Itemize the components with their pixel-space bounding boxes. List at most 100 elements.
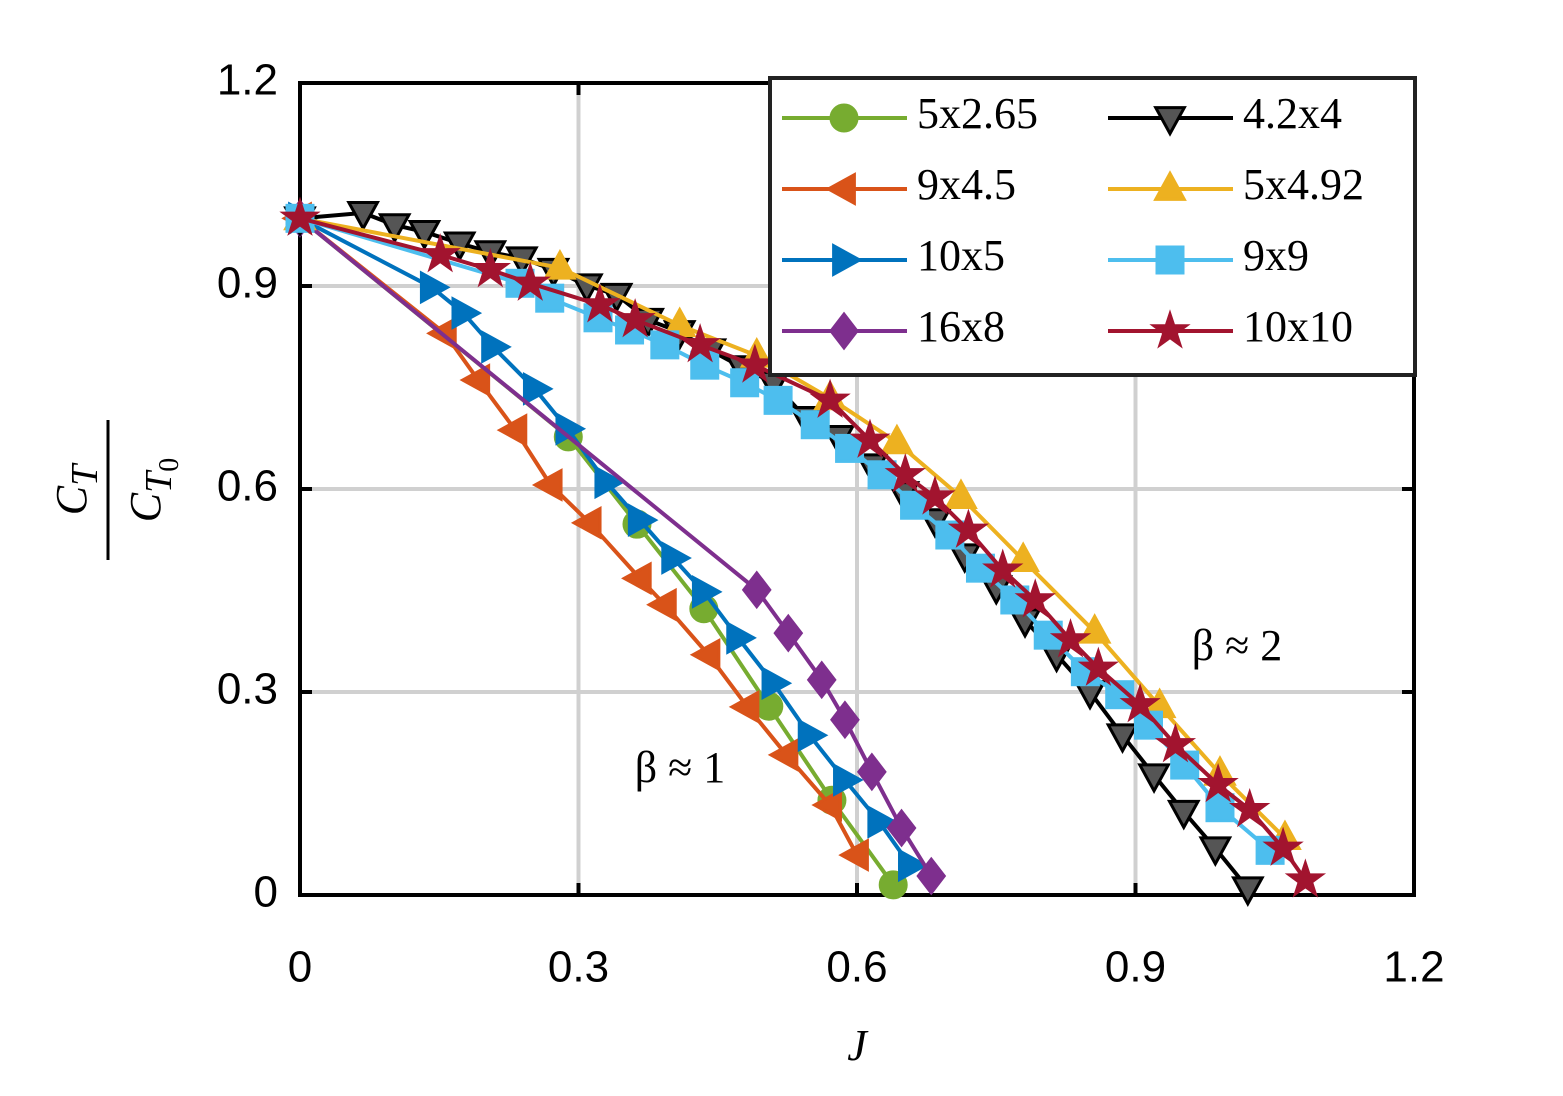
marker [679, 323, 721, 363]
marker [916, 856, 947, 896]
legend-label: 5x4.92 [1243, 160, 1364, 209]
marker [661, 541, 692, 575]
marker [1155, 245, 1185, 275]
y-label-part: CT0 [121, 458, 185, 523]
marker [880, 423, 914, 455]
marker [459, 363, 491, 397]
annotation: β ≈ 1 [635, 743, 726, 792]
y-label-piece: T [138, 469, 180, 493]
marker [570, 505, 602, 540]
marker [898, 848, 929, 883]
marker [856, 752, 887, 792]
marker [1197, 762, 1239, 803]
legend-box [768, 76, 1417, 377]
marker [594, 465, 626, 500]
marker [944, 478, 978, 510]
legend-label: 5x2.65 [917, 89, 1038, 138]
legend-label: 9x4.5 [917, 160, 1016, 209]
series-line [299, 216, 912, 867]
marker [734, 343, 776, 383]
marker [728, 690, 760, 724]
y-label-piece: C [47, 485, 96, 515]
marker [947, 508, 990, 548]
marker [689, 637, 721, 672]
x-axis-label: J [847, 1021, 869, 1070]
y-label-part: CT [47, 462, 106, 515]
marker [469, 248, 511, 288]
marker [982, 548, 1024, 588]
marker [419, 270, 451, 305]
marker [1049, 618, 1092, 658]
marker [829, 103, 859, 133]
marker [1149, 309, 1191, 349]
marker [886, 808, 917, 848]
marker [1119, 683, 1161, 723]
annotation: β ≈ 2 [1192, 621, 1283, 670]
x-tick-label: 0.3 [548, 943, 609, 992]
marker [867, 460, 897, 490]
y-tick-label: 1.2 [217, 56, 278, 105]
marker [522, 372, 554, 406]
x-tick-label: 0.6 [826, 943, 887, 992]
marker [691, 575, 723, 609]
x-tick-label: 0 [288, 943, 312, 992]
marker [407, 219, 442, 251]
marker [451, 296, 483, 330]
y-label-piece: C [121, 492, 170, 522]
marker [754, 691, 784, 721]
marker [627, 503, 659, 537]
marker [1230, 876, 1265, 907]
legend-label: 4.2x4 [1243, 89, 1342, 138]
marker [833, 763, 864, 797]
legend-label: 10x10 [1243, 302, 1353, 351]
marker [884, 453, 926, 493]
legend-label: 9x9 [1243, 231, 1309, 280]
marker [829, 311, 859, 351]
marker [767, 738, 799, 772]
marker [1137, 763, 1171, 794]
legend-label: 16x8 [917, 302, 1005, 351]
marker [761, 666, 793, 701]
marker [825, 172, 856, 206]
marker [741, 570, 772, 610]
marker [838, 838, 869, 872]
marker [849, 418, 891, 458]
marker [531, 468, 563, 502]
x-tick-label: 0.9 [1105, 943, 1166, 992]
marker [1229, 788, 1271, 828]
marker [914, 475, 956, 515]
marker [543, 249, 577, 280]
marker [726, 621, 757, 655]
y-tick-label: 0 [254, 868, 278, 917]
marker [1166, 799, 1201, 831]
y-tick-label: 0.9 [217, 259, 278, 308]
marker [809, 378, 851, 418]
marker [377, 213, 412, 244]
marker [614, 298, 656, 338]
marker [811, 788, 842, 822]
legend-label: 10x5 [917, 231, 1005, 280]
marker [481, 330, 512, 364]
marker [1105, 723, 1140, 755]
y-label-piece: 0 [154, 458, 185, 472]
marker [867, 805, 898, 839]
marker [1153, 170, 1187, 201]
marker [1077, 646, 1120, 686]
marker [1153, 106, 1187, 137]
marker [830, 700, 860, 740]
marker [496, 413, 528, 447]
marker [419, 233, 461, 273]
y-tick-label: 0.6 [217, 462, 278, 511]
marker [570, 273, 604, 305]
marker [797, 718, 829, 753]
marker [1154, 723, 1197, 763]
marker [832, 243, 863, 277]
marker [1198, 836, 1233, 868]
y-tick-label: 0.3 [217, 665, 278, 714]
marker [279, 196, 321, 236]
marker [800, 410, 830, 440]
marker [1014, 578, 1056, 618]
marker [346, 201, 380, 232]
